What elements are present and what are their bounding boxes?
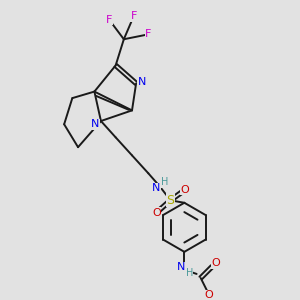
Text: H: H bbox=[186, 268, 193, 278]
Text: O: O bbox=[205, 290, 213, 300]
Text: F: F bbox=[106, 15, 112, 25]
Text: F: F bbox=[130, 11, 137, 21]
Text: N: N bbox=[152, 183, 161, 193]
Text: O: O bbox=[152, 208, 161, 218]
Text: O: O bbox=[212, 258, 220, 268]
Text: N: N bbox=[91, 119, 99, 129]
Text: O: O bbox=[181, 185, 190, 195]
Text: H: H bbox=[161, 177, 168, 187]
Text: N: N bbox=[177, 262, 185, 272]
Text: S: S bbox=[167, 194, 174, 207]
Text: F: F bbox=[145, 29, 152, 39]
Text: N: N bbox=[138, 77, 146, 87]
